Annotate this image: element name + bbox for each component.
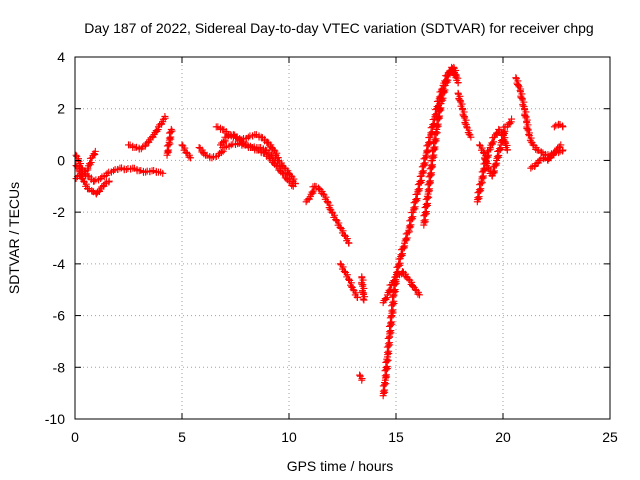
x-axis-label: GPS time / hours: [287, 458, 394, 474]
series-sat-j: [302, 182, 353, 247]
data-marker: [168, 127, 176, 135]
data-point: [91, 147, 99, 155]
chart-title: Day 187 of 2022, Sidereal Day-to-day VTE…: [84, 20, 593, 36]
x-tick-label: 0: [71, 429, 79, 445]
data-point: [274, 154, 282, 162]
data-marker: [85, 160, 93, 168]
series-sat-n: [379, 268, 424, 307]
x-tick-label: 10: [281, 429, 297, 445]
data-marker: [488, 139, 496, 147]
data-marker: [527, 138, 535, 146]
data-point: [90, 177, 98, 185]
y-axis-label: SDTVAR / TECUs: [6, 182, 22, 294]
y-tick-label: -8: [53, 359, 66, 375]
y-tick-label: -2: [53, 204, 66, 220]
data-point: [358, 376, 366, 384]
series-sat-o: [379, 63, 460, 400]
data-marker: [326, 205, 334, 213]
data-point: [167, 125, 175, 133]
data-point: [454, 79, 462, 87]
series-sat-p: [420, 63, 462, 229]
grid: [75, 57, 610, 419]
plot-frame: [74, 56, 611, 420]
data-point: [187, 154, 195, 162]
x-tick-label: 20: [495, 429, 511, 445]
data-point: [159, 169, 167, 177]
data-point: [238, 136, 246, 144]
data-point: [345, 239, 353, 247]
series-sat-f: [178, 141, 195, 162]
data-marker: [87, 158, 95, 166]
data-point: [110, 167, 118, 175]
data-marker: [91, 151, 99, 159]
data-marker: [465, 130, 473, 138]
data-marker: [347, 283, 355, 291]
data-marker: [359, 295, 367, 303]
x-tick-label: 25: [602, 429, 618, 445]
data-marker: [310, 187, 318, 195]
data-marker: [402, 235, 410, 243]
series-sat-m: [356, 371, 366, 384]
data-point: [77, 164, 85, 172]
y-tick-label: 0: [57, 152, 65, 168]
series-sat-i: [212, 123, 282, 162]
data-point: [416, 291, 424, 299]
series-sat-e: [163, 125, 176, 159]
data-point: [557, 141, 565, 149]
data-point: [503, 146, 511, 154]
ticks: 0 5 10 15 20 25 -10 -8 -6 -4 -2 0 2 4: [45, 49, 618, 445]
y-tick-label: -10: [45, 411, 65, 427]
y-tick-label: -4: [53, 256, 66, 272]
data-point: [467, 133, 475, 141]
data-point: [244, 133, 252, 141]
series-sat-l: [358, 273, 369, 304]
data-point: [161, 112, 169, 120]
data-marker: [491, 160, 499, 168]
series-sat-v: [550, 120, 567, 131]
data-layer: [72, 63, 567, 400]
series-sat-u: [527, 141, 565, 172]
data-point: [103, 169, 111, 177]
series-sat-q: [454, 89, 475, 141]
series-sat-d: [125, 112, 169, 153]
data-point: [221, 144, 229, 151]
data-marker: [444, 76, 452, 84]
data-point: [559, 123, 567, 131]
data-point: [101, 180, 109, 188]
data-point: [360, 296, 368, 304]
x-tick-label: 5: [178, 429, 186, 445]
data-marker: [532, 145, 540, 153]
series-sat-t: [512, 74, 567, 159]
series-sat-s: [475, 123, 509, 180]
data-point: [291, 180, 299, 188]
data-marker: [490, 138, 498, 146]
data-marker: [514, 81, 522, 89]
data-point: [105, 177, 113, 185]
data-marker: [442, 77, 450, 85]
series-sat-w: [503, 115, 516, 131]
y-tick-label: 4: [57, 49, 65, 65]
data-marker: [485, 151, 493, 159]
data-point: [535, 156, 543, 164]
data-marker: [414, 290, 422, 298]
data-point: [208, 154, 216, 162]
data-marker: [308, 188, 316, 196]
data-marker: [78, 174, 86, 182]
data-point: [353, 293, 361, 301]
y-tick-label: 2: [57, 101, 65, 117]
x-tick-label: 15: [388, 429, 404, 445]
data-point: [527, 164, 535, 172]
data-marker: [403, 234, 411, 242]
series-sat-k: [336, 260, 361, 301]
data-marker: [185, 153, 193, 161]
data-point: [550, 123, 558, 131]
data-marker: [399, 243, 407, 251]
y-tick-label: -6: [53, 308, 66, 324]
data-marker: [496, 145, 504, 153]
data-point: [508, 115, 516, 123]
